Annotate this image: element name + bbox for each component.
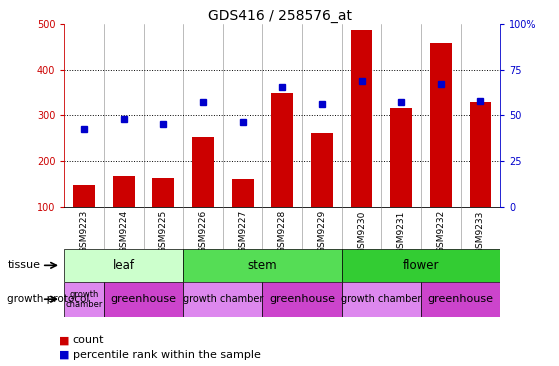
Bar [64,282,104,317]
Bar [232,179,254,207]
Text: GSM9233: GSM9233 [476,210,485,254]
Bar [183,249,342,282]
Text: GSM9225: GSM9225 [159,210,168,253]
Text: GSM9229: GSM9229 [318,210,326,253]
Bar [342,282,421,317]
Bar [350,30,372,207]
Text: growth protocol: growth protocol [7,294,89,304]
Bar [192,137,214,207]
Text: GSM9230: GSM9230 [357,210,366,254]
Bar [113,176,135,207]
Bar [64,249,183,282]
Text: ■: ■ [59,350,69,360]
Text: stem: stem [248,259,277,272]
Text: greenhouse: greenhouse [111,294,177,304]
Bar [73,185,95,207]
Text: GSM9231: GSM9231 [397,210,406,254]
Bar [430,43,452,207]
Text: GSM9226: GSM9226 [198,210,207,253]
Bar [104,282,183,317]
Text: greenhouse: greenhouse [428,294,494,304]
Text: flower: flower [403,259,439,272]
Text: percentile rank within the sample: percentile rank within the sample [73,350,260,360]
Text: growth chamber: growth chamber [341,294,421,304]
Bar [311,132,333,207]
Text: GDS416 / 258576_at: GDS416 / 258576_at [207,9,352,23]
Bar [153,178,174,207]
Bar [342,249,500,282]
Text: growth chamber: growth chamber [183,294,263,304]
Text: leaf: leaf [113,259,135,272]
Bar [470,101,491,207]
Bar [272,93,293,207]
Text: growth
chamber: growth chamber [65,290,103,309]
Text: ■: ■ [59,335,69,346]
Text: GSM9224: GSM9224 [119,210,128,253]
Text: count: count [73,335,104,346]
Bar [183,282,263,317]
Bar [390,108,412,207]
Text: GSM9223: GSM9223 [79,210,89,253]
Bar [263,282,342,317]
Text: greenhouse: greenhouse [269,294,335,304]
Text: GSM9228: GSM9228 [278,210,287,253]
Text: GSM9227: GSM9227 [238,210,247,253]
Text: GSM9232: GSM9232 [437,210,446,253]
Bar [421,282,500,317]
Text: tissue: tissue [7,260,40,270]
